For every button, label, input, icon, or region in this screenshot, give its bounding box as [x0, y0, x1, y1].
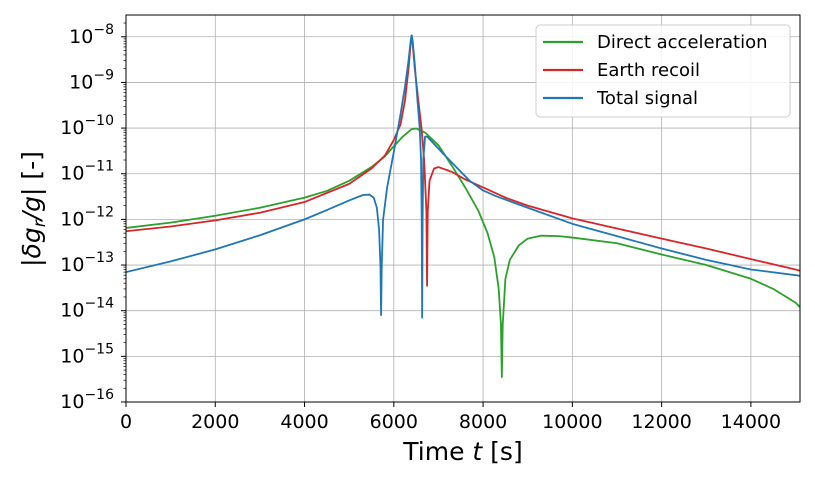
x-axis-label: Time t [s]	[402, 437, 522, 466]
series-line-total-signal	[125, 34, 801, 319]
plot-frame	[125, 14, 801, 403]
legend-label-direct-acceleration: Direct acceleration	[597, 32, 768, 53]
legend-box	[535, 24, 791, 118]
x-tick-label-4000: 4000	[280, 411, 328, 433]
legend-label-earth-recoil: Earth recoil	[597, 60, 700, 81]
x-tick-label-12000: 12000	[631, 411, 691, 433]
x-tick-label-8000: 8000	[459, 411, 507, 433]
axes	[125, 14, 801, 403]
x-tick-label-0: 0	[120, 411, 132, 433]
x-tick-label-10000: 10000	[542, 411, 602, 433]
x-tick-label-14000: 14000	[721, 411, 781, 433]
legend: Direct acceleration Earth recoil Total s…	[535, 24, 791, 118]
series-line-direct-acceleration	[125, 127, 801, 379]
y-axis-label: |δgr/g| [-]	[17, 151, 50, 267]
series-layer	[125, 34, 801, 379]
x-tick-label-2000: 2000	[191, 411, 239, 433]
x-tick-label-6000: 6000	[370, 411, 418, 433]
legend-label-total-signal: Total signal	[596, 88, 698, 109]
